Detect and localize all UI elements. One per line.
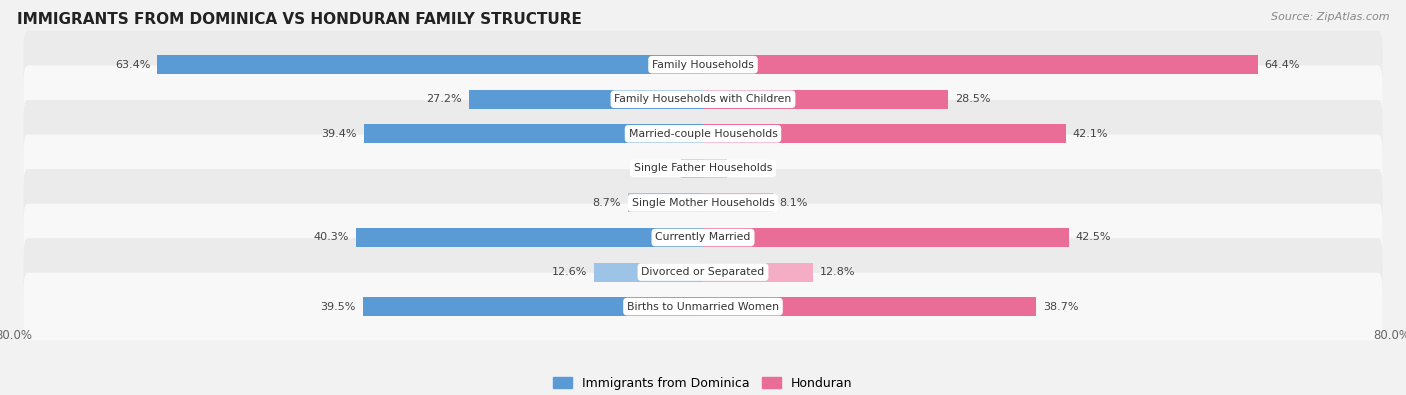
FancyBboxPatch shape <box>24 100 1382 167</box>
Text: 42.1%: 42.1% <box>1073 129 1108 139</box>
Text: Source: ZipAtlas.com: Source: ZipAtlas.com <box>1271 12 1389 22</box>
Text: 12.6%: 12.6% <box>553 267 588 277</box>
Bar <box>703 263 813 282</box>
Bar <box>363 297 703 316</box>
Bar <box>157 55 703 74</box>
Text: 2.8%: 2.8% <box>734 164 762 173</box>
FancyBboxPatch shape <box>24 65 1382 133</box>
Text: Single Father Households: Single Father Households <box>634 164 772 173</box>
FancyBboxPatch shape <box>24 31 1382 99</box>
Text: Married-couple Households: Married-couple Households <box>628 129 778 139</box>
Text: 40.3%: 40.3% <box>314 233 349 243</box>
Text: 64.4%: 64.4% <box>1264 60 1301 70</box>
Legend: Immigrants from Dominica, Honduran: Immigrants from Dominica, Honduran <box>548 372 858 395</box>
Bar <box>703 90 949 109</box>
Text: 42.5%: 42.5% <box>1076 233 1111 243</box>
Text: Divorced or Separated: Divorced or Separated <box>641 267 765 277</box>
FancyBboxPatch shape <box>24 238 1382 306</box>
Bar <box>364 124 703 143</box>
Text: 39.4%: 39.4% <box>322 129 357 139</box>
Text: 8.1%: 8.1% <box>780 198 808 208</box>
Bar <box>628 194 703 213</box>
Text: 28.5%: 28.5% <box>955 94 991 104</box>
Bar <box>703 124 1066 143</box>
Bar <box>468 90 703 109</box>
Bar <box>595 263 703 282</box>
Text: IMMIGRANTS FROM DOMINICA VS HONDURAN FAMILY STRUCTURE: IMMIGRANTS FROM DOMINICA VS HONDURAN FAM… <box>17 12 582 27</box>
Bar <box>703 194 773 213</box>
Bar <box>682 159 703 178</box>
Text: 38.7%: 38.7% <box>1043 302 1078 312</box>
FancyBboxPatch shape <box>24 273 1382 340</box>
Bar <box>703 55 1257 74</box>
FancyBboxPatch shape <box>24 203 1382 271</box>
Bar <box>703 297 1036 316</box>
Text: 39.5%: 39.5% <box>321 302 356 312</box>
Text: 27.2%: 27.2% <box>426 94 461 104</box>
Text: Currently Married: Currently Married <box>655 233 751 243</box>
Text: 12.8%: 12.8% <box>820 267 856 277</box>
Text: Family Households with Children: Family Households with Children <box>614 94 792 104</box>
Text: 63.4%: 63.4% <box>115 60 150 70</box>
FancyBboxPatch shape <box>24 134 1382 202</box>
Bar <box>356 228 703 247</box>
Text: Family Households: Family Households <box>652 60 754 70</box>
Text: Births to Unmarried Women: Births to Unmarried Women <box>627 302 779 312</box>
Bar <box>703 159 727 178</box>
Text: 8.7%: 8.7% <box>593 198 621 208</box>
Text: Single Mother Households: Single Mother Households <box>631 198 775 208</box>
Text: 2.5%: 2.5% <box>647 164 675 173</box>
Bar <box>703 228 1069 247</box>
FancyBboxPatch shape <box>24 169 1382 237</box>
